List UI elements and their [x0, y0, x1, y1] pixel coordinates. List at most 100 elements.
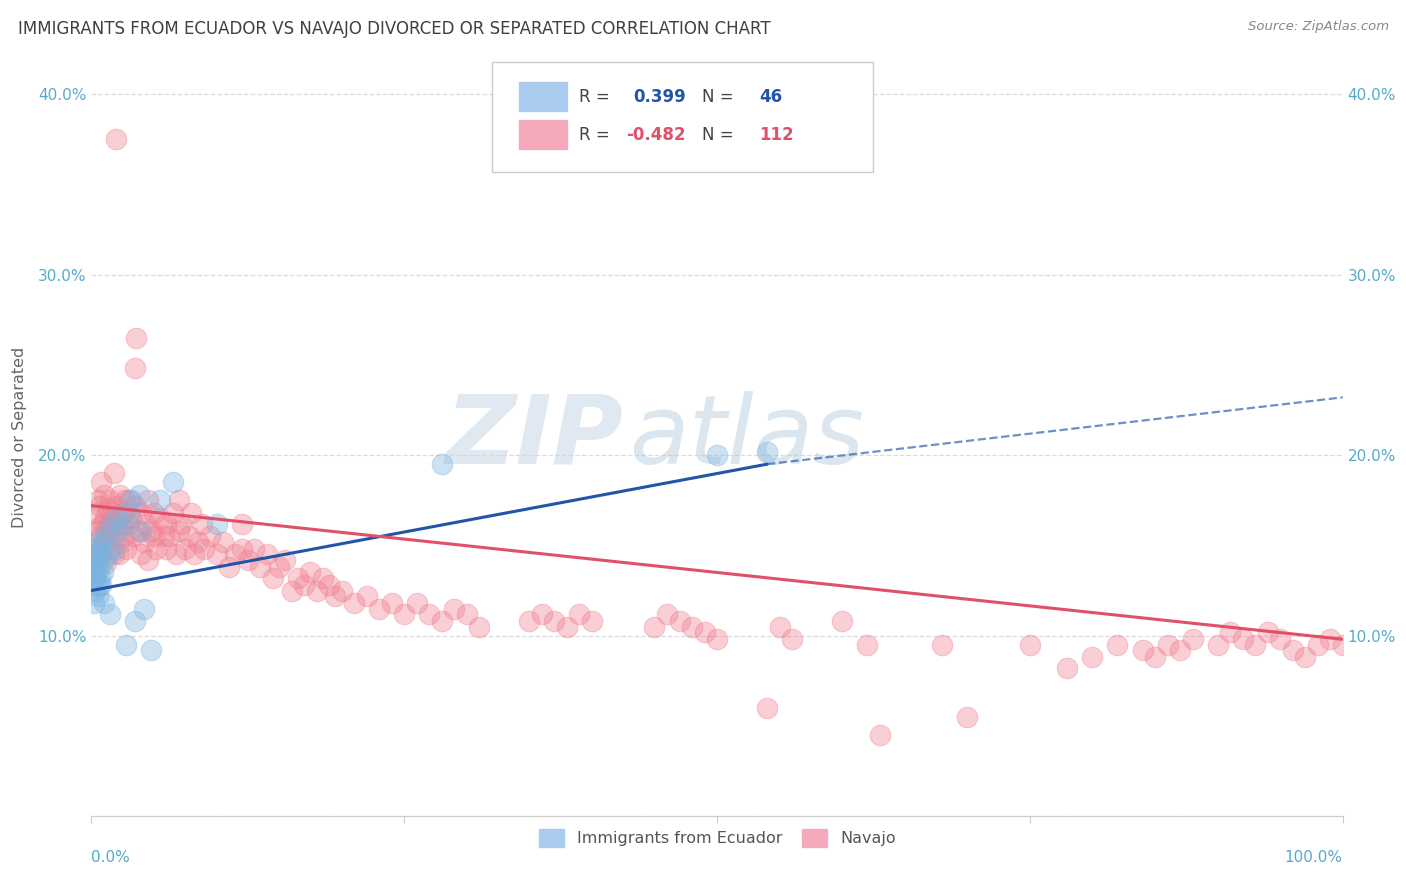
Point: [392, 607, 415, 621]
Text: ZIP: ZIP: [446, 391, 623, 483]
Point: [274, 553, 297, 567]
Point: [205, 516, 228, 531]
Point: [292, 578, 315, 592]
Point: [132, 534, 155, 549]
Point: [1319, 632, 1341, 647]
Point: [87, 520, 110, 534]
Point: [84, 560, 107, 574]
Point: [108, 488, 131, 502]
Point: [86, 574, 108, 589]
Point: [368, 601, 391, 615]
Point: [98, 516, 121, 531]
Point: [86, 524, 108, 538]
Point: [218, 560, 240, 574]
Point: [243, 541, 266, 556]
Point: [96, 524, 118, 538]
Point: [318, 578, 340, 592]
Text: -0.482: -0.482: [626, 126, 685, 144]
Point: [128, 524, 150, 538]
FancyBboxPatch shape: [519, 120, 567, 149]
Point: [108, 524, 131, 538]
Point: [100, 529, 122, 543]
Point: [86, 541, 108, 556]
Point: [118, 506, 141, 520]
Point: [96, 557, 118, 571]
Point: [105, 132, 128, 146]
Point: [155, 541, 177, 556]
Point: [105, 511, 128, 525]
Point: [136, 493, 159, 508]
Point: [287, 571, 309, 585]
Y-axis label: Divorced or Separated: Divorced or Separated: [11, 346, 27, 528]
Point: [131, 548, 153, 562]
Point: [157, 529, 180, 543]
Point: [98, 607, 121, 621]
Point: [1232, 632, 1254, 647]
Point: [97, 541, 120, 556]
Point: [86, 506, 108, 520]
Point: [1206, 638, 1229, 652]
Text: R =: R =: [579, 87, 616, 105]
Point: [325, 589, 347, 603]
Point: [108, 511, 131, 525]
Text: 0.399: 0.399: [633, 87, 686, 105]
Point: [86, 589, 108, 603]
Point: [780, 632, 803, 647]
Text: 46: 46: [759, 87, 783, 105]
Point: [183, 548, 205, 562]
Point: [86, 557, 108, 571]
Point: [555, 619, 578, 633]
Point: [706, 632, 728, 647]
Point: [93, 538, 115, 552]
Point: [121, 529, 143, 543]
Point: [530, 607, 553, 621]
Point: [86, 566, 108, 580]
Point: [1156, 638, 1178, 652]
Point: [190, 516, 212, 531]
Text: 112: 112: [759, 126, 794, 144]
Point: [83, 548, 105, 562]
Point: [1268, 632, 1291, 647]
Point: [120, 493, 142, 508]
Point: [1132, 643, 1154, 657]
Point: [568, 607, 591, 621]
Point: [1018, 638, 1040, 652]
Point: [430, 614, 453, 628]
Point: [83, 596, 105, 610]
Point: [756, 123, 779, 137]
Point: [87, 560, 110, 574]
Point: [82, 578, 104, 592]
Legend: Immigrants from Ecuador, Navajo: Immigrants from Ecuador, Navajo: [530, 821, 904, 855]
Point: [167, 493, 190, 508]
Point: [177, 529, 200, 543]
Point: [180, 506, 202, 520]
Point: [330, 583, 353, 598]
Point: [103, 466, 125, 480]
Point: [231, 516, 253, 531]
Point: [418, 607, 440, 621]
Point: [114, 493, 136, 508]
Point: [136, 553, 159, 567]
Point: [124, 361, 146, 376]
Point: [98, 520, 121, 534]
Text: Source: ZipAtlas.com: Source: ZipAtlas.com: [1249, 20, 1389, 33]
Point: [756, 444, 779, 458]
Point: [93, 596, 115, 610]
Point: [91, 516, 114, 531]
Point: [132, 601, 155, 615]
Point: [90, 475, 112, 490]
Point: [84, 583, 107, 598]
Point: [381, 596, 404, 610]
Point: [110, 516, 132, 531]
Point: [356, 589, 378, 603]
Point: [655, 607, 678, 621]
Text: N =: N =: [702, 126, 740, 144]
Point: [91, 566, 114, 580]
Point: [153, 529, 176, 543]
Point: [1244, 638, 1267, 652]
Point: [101, 506, 124, 520]
Point: [1081, 650, 1104, 665]
Point: [856, 638, 879, 652]
Point: [1294, 650, 1316, 665]
Point: [267, 560, 290, 574]
